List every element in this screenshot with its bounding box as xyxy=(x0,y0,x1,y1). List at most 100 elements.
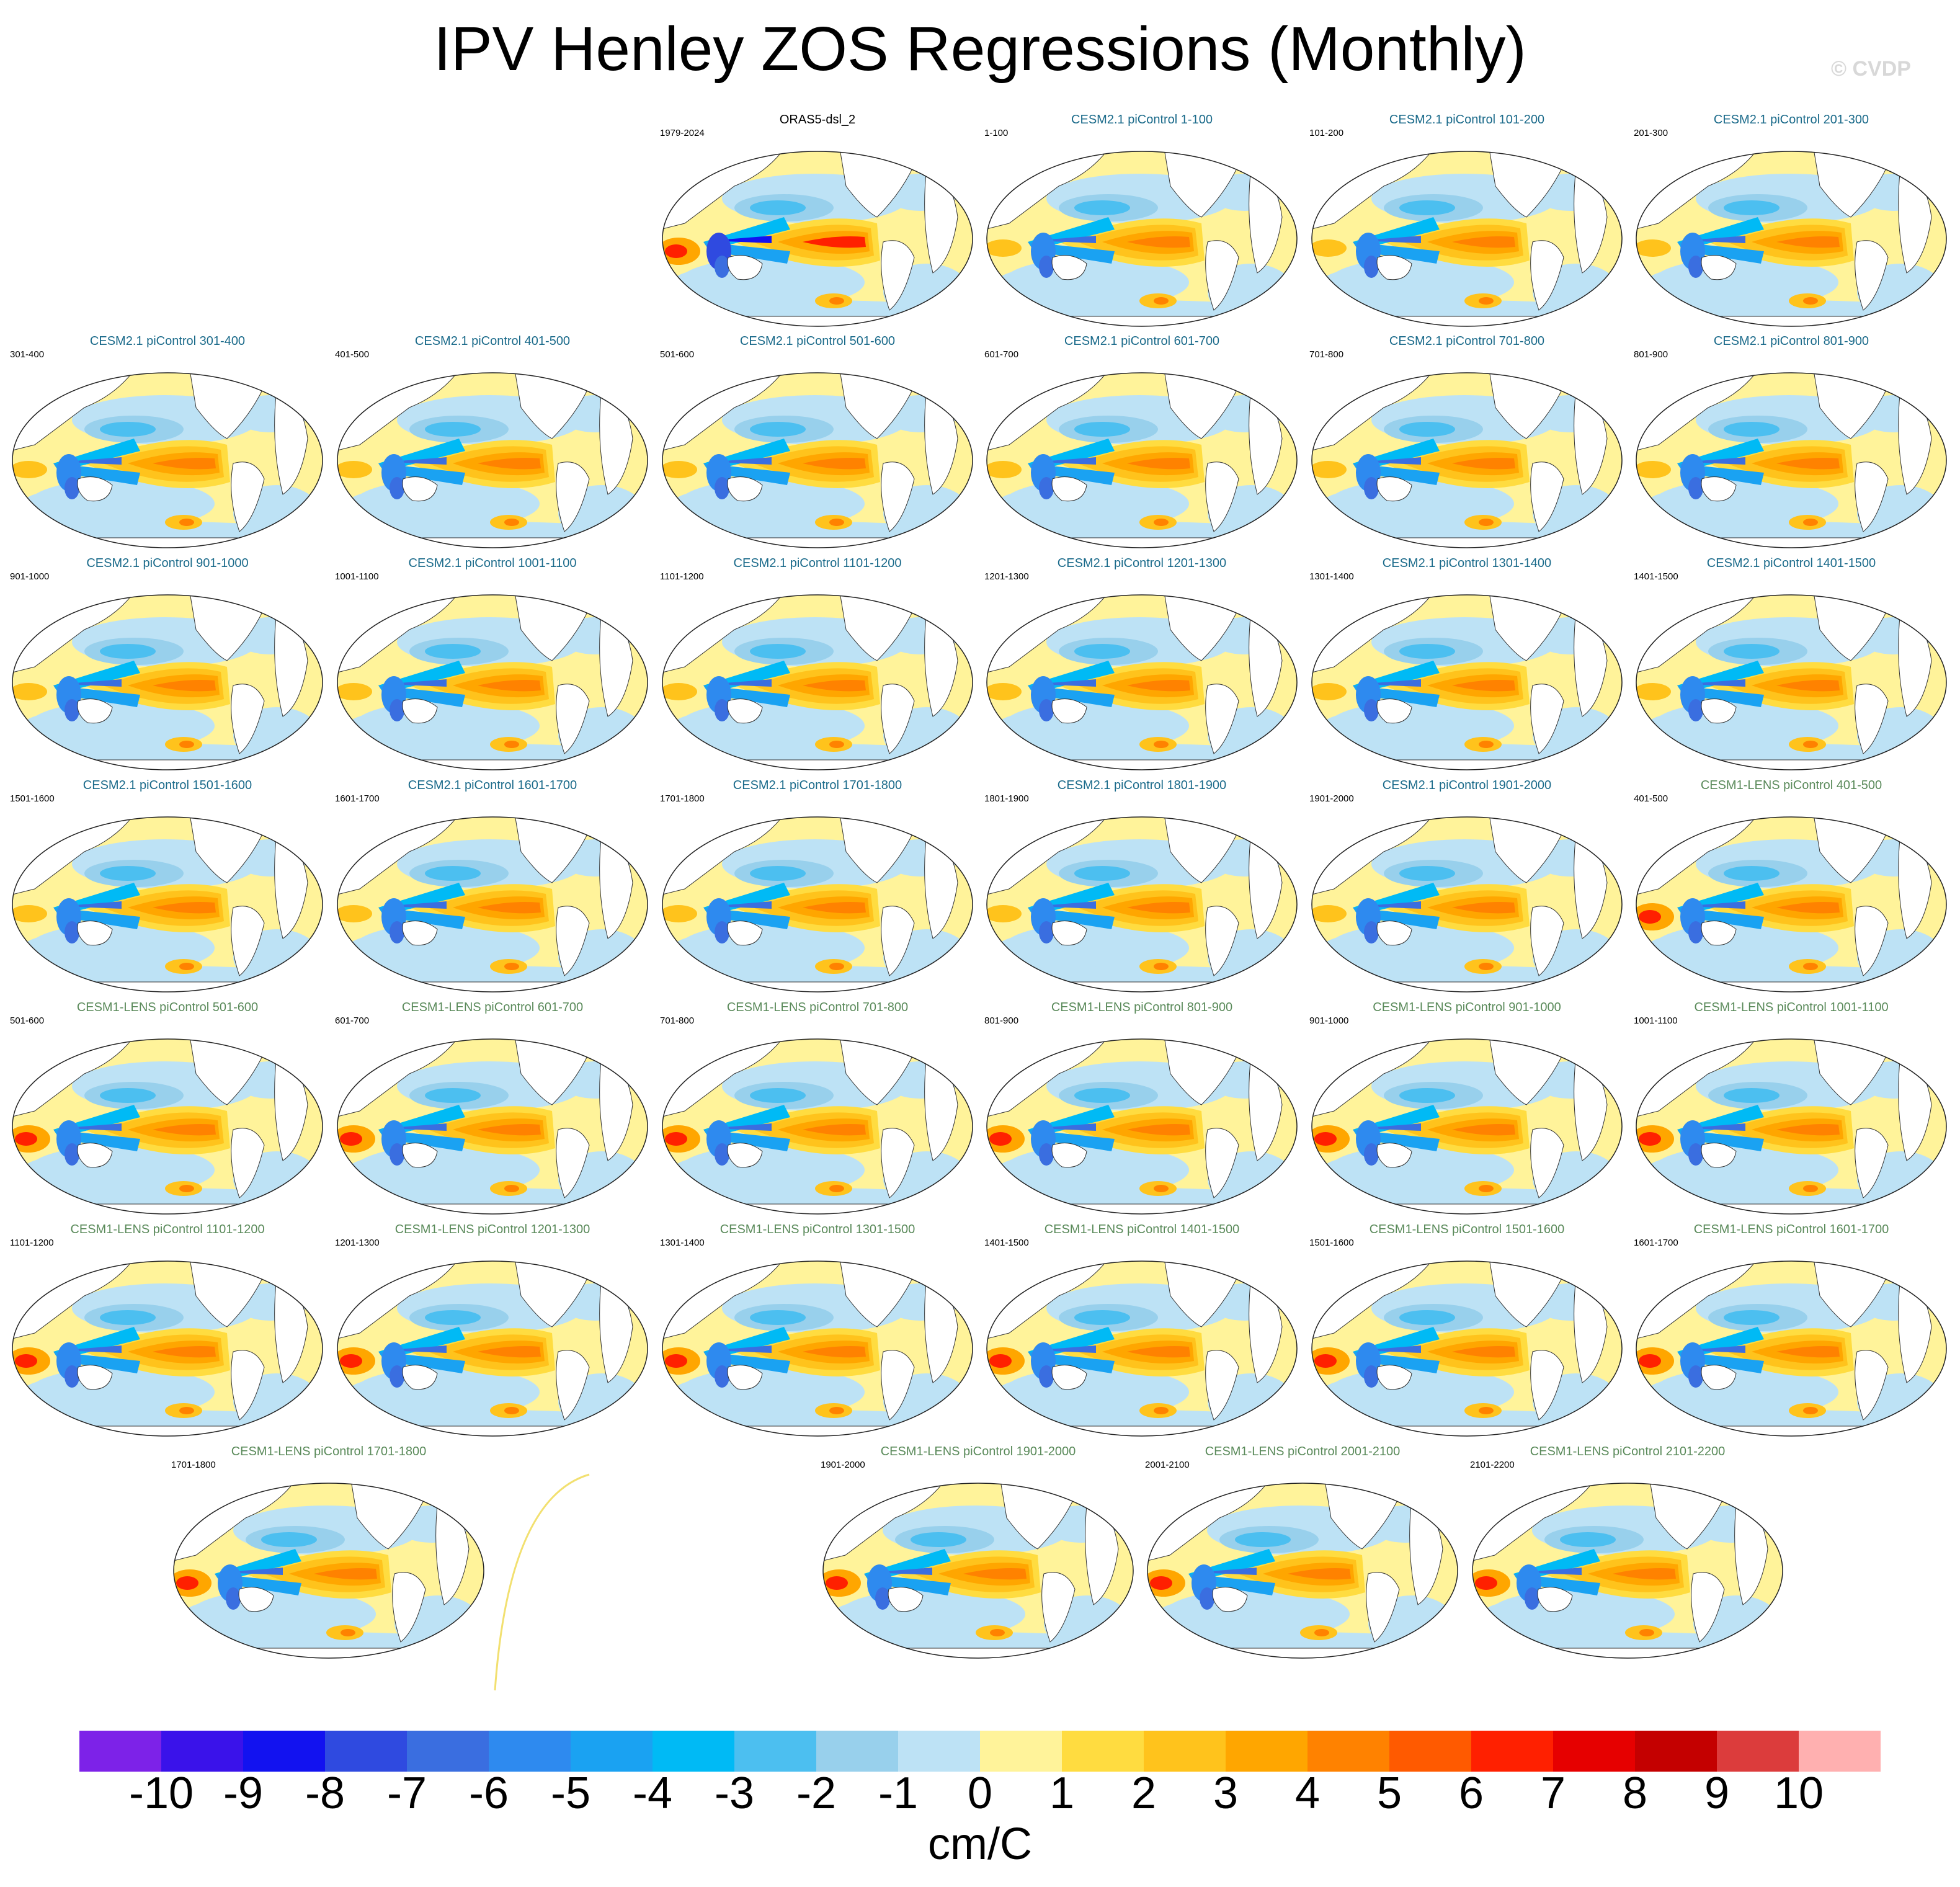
map-field-patch xyxy=(15,1132,37,1146)
map-field-patch xyxy=(174,1648,484,1658)
map-panel: CESM2.1 piControl 101-200 101-200 xyxy=(1309,113,1624,329)
map-panel: CESM1-LENS piControl 2001-2100 2001-2100 xyxy=(1145,1445,1460,1661)
map-field-patch xyxy=(337,1425,648,1436)
panel-title: CESM2.1 piControl 1201-1300 xyxy=(1057,556,1227,570)
map-panel: CESM2.1 piControl 201-300 201-300 xyxy=(1634,113,1949,329)
map-outline xyxy=(1311,1260,1623,1437)
map-field-patch xyxy=(1452,236,1515,248)
colorbar-tick-label: 6 xyxy=(1458,1769,1484,1818)
map-field-patch xyxy=(1636,537,1946,548)
map-field-patch xyxy=(314,1568,377,1580)
panel-title: CESM1-LENS piControl 1401-1500 xyxy=(1044,1223,1240,1236)
map-field-patch xyxy=(1530,906,1564,976)
map-field-patch xyxy=(65,1143,79,1166)
map-field-patch xyxy=(153,902,216,914)
map-field-patch xyxy=(1205,906,1239,976)
map-panel: CESM2.1 piControl 1101-1200 1101-1200 xyxy=(660,556,975,772)
regression-map xyxy=(1311,594,1623,770)
panel-years: 1901-2000 xyxy=(1309,793,1354,804)
map-field-patch xyxy=(1039,256,1054,278)
map-field-patch xyxy=(1472,1648,1783,1658)
map-field-patch xyxy=(1688,256,1703,278)
panel-title: CESM1-LENS piControl 1001-1100 xyxy=(1694,1001,1889,1014)
map-field-patch xyxy=(1347,966,1595,986)
map-field-patch xyxy=(504,963,519,970)
map-field-patch xyxy=(1312,759,1622,770)
regression-map xyxy=(1636,372,1947,548)
map-field-patch xyxy=(1399,422,1455,437)
map-field-patch xyxy=(1314,1354,1337,1368)
map-field-patch xyxy=(1312,239,1347,257)
map-field-patch xyxy=(1452,1124,1515,1136)
map-field-patch xyxy=(77,1143,113,1168)
map-field-patch xyxy=(987,683,1022,700)
map-field-patch xyxy=(1127,1346,1190,1358)
colorbar-swatch xyxy=(243,1731,326,1772)
map-panel: CESM1-LENS piControl 801-900 801-900 xyxy=(984,1001,1299,1216)
map-field-patch xyxy=(208,1632,457,1652)
map-field-patch xyxy=(1154,297,1169,305)
map-field-patch xyxy=(1639,910,1661,924)
colorbar-tick-label: 10 xyxy=(1773,1769,1824,1818)
colorbar-swatch xyxy=(1471,1731,1554,1772)
panel-title: CESM1-LENS piControl 401-500 xyxy=(1700,778,1882,792)
map-field-patch xyxy=(1127,236,1190,248)
regression-map xyxy=(1636,151,1947,327)
map-field-patch xyxy=(1688,477,1703,499)
map-field-patch xyxy=(1560,1532,1616,1547)
regression-map xyxy=(1636,1260,1947,1437)
panel-title: CESM1-LENS piControl 501-600 xyxy=(76,1001,259,1014)
regression-map xyxy=(662,816,973,993)
panel-years: 1101-1200 xyxy=(660,571,704,582)
regression-map xyxy=(986,1260,1298,1437)
map-field-patch xyxy=(556,906,590,976)
map-field-patch xyxy=(1051,255,1087,280)
panel-years: 1201-1300 xyxy=(335,1238,380,1248)
map-field-patch xyxy=(77,476,113,502)
regression-map xyxy=(12,816,323,993)
map-field-patch xyxy=(1041,1572,1076,1643)
panel-years: 101-200 xyxy=(1309,128,1344,138)
map-field-patch xyxy=(1688,699,1703,721)
panel-title: CESM2.1 piControl 1301-1400 xyxy=(1382,556,1552,570)
map-outline xyxy=(173,1483,484,1659)
map-field-patch xyxy=(881,1350,915,1421)
map-outline xyxy=(662,1038,973,1215)
map-panel: CESM2.1 piControl 1-100 1-100 xyxy=(984,113,1299,329)
map-field-patch xyxy=(12,759,323,770)
map-field-patch xyxy=(1200,1587,1214,1610)
map-field-patch xyxy=(1507,1632,1755,1652)
map-panel: CESM1-LENS piControl 501-600 501-600 xyxy=(10,1001,325,1216)
panel-years: 1501-1600 xyxy=(1309,1238,1354,1248)
map-field-patch xyxy=(1530,462,1564,532)
regression-map xyxy=(986,1038,1298,1215)
map-field-patch xyxy=(1724,200,1780,215)
map-panel: CESM1-LENS piControl 401-500 401-500 xyxy=(1634,778,1949,994)
colorbar-tick-label: -2 xyxy=(796,1769,837,1818)
map-field-patch xyxy=(727,476,763,502)
map-field-patch xyxy=(1347,522,1595,542)
map-field-patch xyxy=(1479,297,1494,305)
map-field-patch xyxy=(1636,683,1671,700)
panel-title: CESM2.1 piControl 401-500 xyxy=(414,334,571,348)
map-panel: CESM2.1 piControl 701-800 701-800 xyxy=(1309,334,1624,550)
panel-years: 1401-1500 xyxy=(1634,571,1678,582)
map-field-patch xyxy=(1671,1410,1919,1430)
map-field-patch xyxy=(1314,1629,1329,1636)
map-field-patch xyxy=(987,1425,1297,1436)
panel-title: CESM1-LENS piControl 701-800 xyxy=(726,1001,909,1014)
map-field-patch xyxy=(77,698,113,724)
map-field-patch xyxy=(1671,744,1919,764)
colorbar-tick-label: 7 xyxy=(1540,1769,1566,1818)
map-field-patch xyxy=(1312,905,1347,922)
map-field-patch xyxy=(1636,759,1946,770)
panel-years: 1201-1300 xyxy=(984,571,1029,582)
map-field-patch xyxy=(1022,1410,1270,1430)
map-field-patch xyxy=(337,1203,648,1214)
map-outline xyxy=(1311,1038,1623,1215)
map-outline xyxy=(986,151,1298,327)
regression-map xyxy=(1311,1260,1623,1437)
map-field-patch xyxy=(100,1088,156,1103)
map-field-patch xyxy=(697,1410,945,1430)
map-outline xyxy=(986,1038,1298,1215)
